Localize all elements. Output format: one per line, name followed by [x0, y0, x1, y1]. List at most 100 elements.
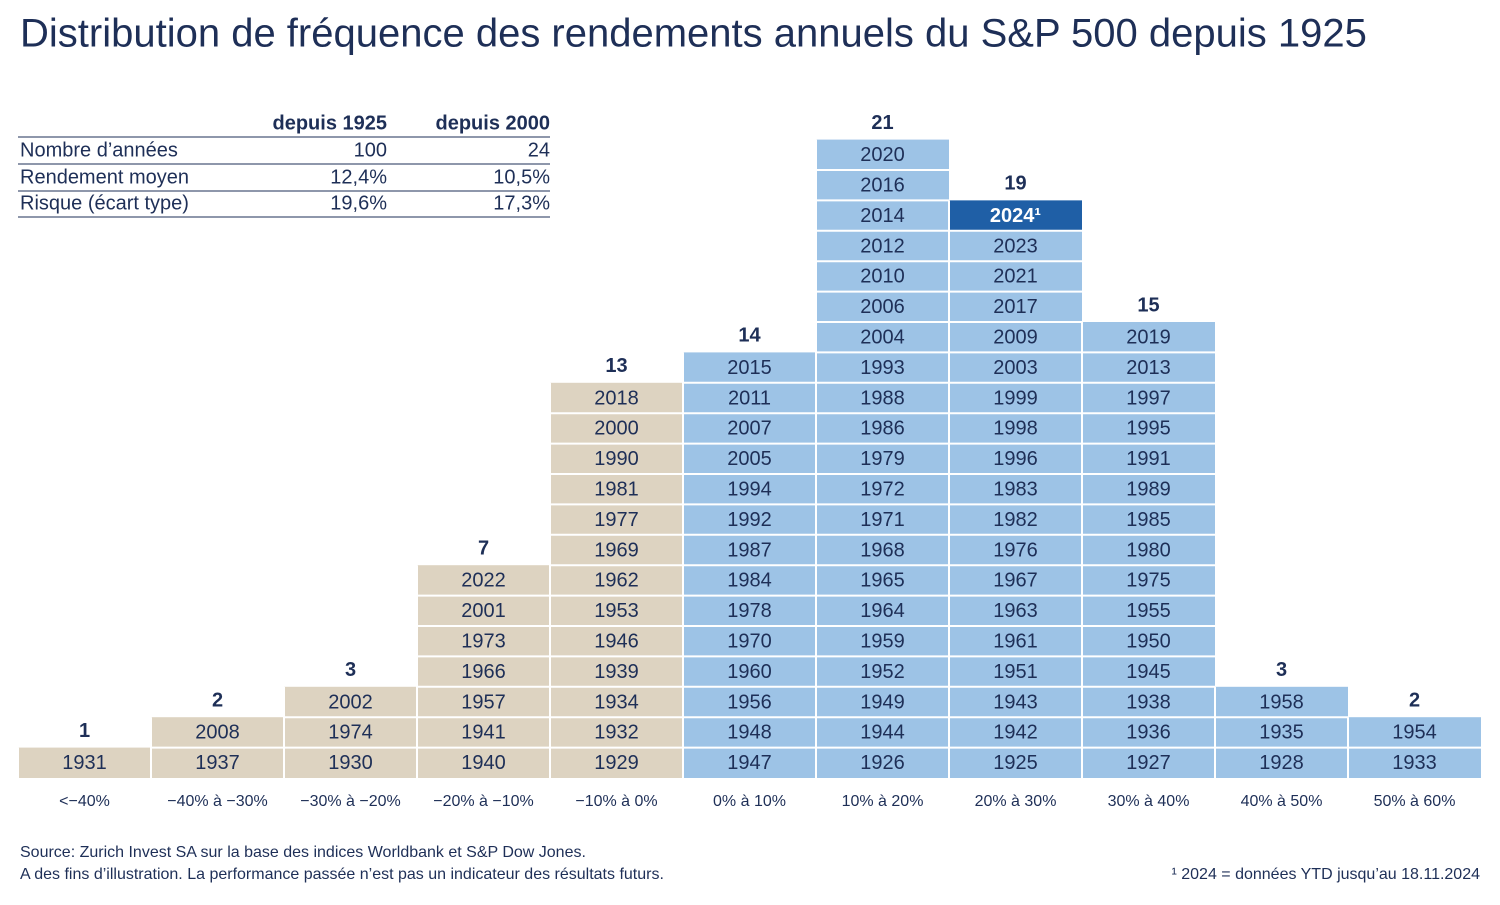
year-label: 2022 [461, 570, 506, 592]
year-label: 2019 [1126, 326, 1171, 348]
year-label: 1927 [1126, 752, 1171, 774]
table-header: depuis 1925 [272, 112, 387, 134]
year-label: 2011 [728, 387, 771, 409]
table-cell: 19,6% [330, 192, 387, 214]
count-label: 2 [1409, 689, 1420, 711]
column [1215, 686, 1348, 778]
year-label: 1947 [727, 752, 772, 774]
table-cell: 17,3% [493, 192, 550, 214]
year-label: 1992 [727, 509, 772, 531]
year-label: 2009 [993, 326, 1038, 348]
count-label: 19 [1004, 173, 1026, 195]
year-label: 1995 [1126, 418, 1171, 440]
year-label: 1989 [1126, 478, 1171, 500]
year-label: 2020 [860, 144, 905, 166]
count-label: 2 [212, 689, 223, 711]
year-label: 2007 [727, 418, 772, 440]
year-label: 1967 [993, 570, 1038, 592]
count-label: 3 [1276, 659, 1287, 681]
category-label: −30% à −20% [300, 793, 401, 810]
year-label: 1996 [993, 448, 1038, 470]
column [284, 686, 417, 778]
year-label: 1979 [860, 448, 905, 470]
year-label: 2003 [993, 357, 1038, 379]
column [949, 200, 1082, 778]
year-label: 1964 [860, 600, 905, 622]
year-label: 1981 [594, 478, 639, 500]
year-label: 1928 [1259, 752, 1304, 774]
year-label: 1958 [1259, 691, 1304, 713]
count-label: 21 [871, 112, 893, 134]
year-label: 2018 [594, 387, 639, 409]
table-row-label: Nombre d’années [20, 139, 178, 161]
year-label: 1990 [594, 448, 639, 470]
category-label: 30% à 40% [1108, 793, 1190, 810]
year-label: 1952 [860, 661, 905, 683]
year-label: 2013 [1126, 357, 1171, 379]
year-label: 1971 [860, 509, 905, 531]
year-label: 1959 [860, 630, 905, 652]
year-label: 1982 [993, 509, 1038, 531]
source-note: Source: Zurich Invest SA sur la base des… [20, 844, 586, 861]
year-label: 1935 [1259, 722, 1304, 744]
category-label: 0% à 10% [713, 793, 786, 810]
year-label: 1970 [727, 630, 772, 652]
table-cell: 100 [354, 139, 387, 161]
year-label: 1934 [594, 691, 639, 713]
category-label: 10% à 20% [842, 793, 924, 810]
year-label: 1975 [1126, 570, 1171, 592]
year-label: 1972 [860, 478, 905, 500]
year-label: 1987 [727, 539, 772, 561]
count-label: 1 [79, 720, 90, 742]
year-label: 1974 [328, 722, 373, 744]
year-label: 2006 [860, 296, 905, 318]
year-label: 2015 [727, 357, 772, 379]
year-label: 1925 [993, 752, 1038, 774]
table-cell: 12,4% [330, 166, 387, 188]
year-label: 1963 [993, 600, 1038, 622]
year-label: 1978 [727, 600, 772, 622]
category-label: 50% à 60% [1374, 793, 1456, 810]
year-label: 1931 [62, 752, 107, 774]
year-label: 1956 [727, 691, 772, 713]
year-label: 1994 [727, 478, 772, 500]
table-header: depuis 2000 [435, 112, 550, 134]
category-label: −40% à −30% [167, 793, 268, 810]
year-label: 1973 [461, 630, 506, 652]
year-label: 1980 [1126, 539, 1171, 561]
year-label: 1977 [594, 509, 639, 531]
year-label: 1960 [727, 661, 772, 683]
year-label: 1950 [1126, 630, 1171, 652]
year-label: 1945 [1126, 661, 1171, 683]
year-label: 1976 [993, 539, 1038, 561]
year-label: 1941 [461, 722, 506, 744]
year-label: 1986 [860, 418, 905, 440]
year-label: 2010 [860, 266, 905, 288]
year-label: 1954 [1392, 722, 1437, 744]
count-label: 13 [605, 355, 627, 377]
year-label: 1953 [594, 600, 639, 622]
category-label: −10% à 0% [575, 793, 657, 810]
year-label: 1926 [860, 752, 905, 774]
category-label: <−40% [59, 793, 110, 810]
year-label: 1961 [993, 630, 1038, 652]
year-label: 2008 [195, 722, 240, 744]
year-label: 1988 [860, 387, 905, 409]
year-label: 1929 [594, 752, 639, 774]
year-label: 1933 [1392, 752, 1437, 774]
year-label: 2005 [727, 448, 772, 470]
year-label: 2014 [860, 205, 905, 227]
year-label: 1942 [993, 722, 1038, 744]
year-label: 1966 [461, 661, 506, 683]
year-label: 2012 [860, 235, 905, 257]
year-label: 2001 [461, 600, 506, 622]
year-label: 1948 [727, 722, 772, 744]
highlight-cell [949, 200, 1082, 231]
count-label: 3 [345, 659, 356, 681]
year-label: 1946 [594, 630, 639, 652]
year-label: 1936 [1126, 722, 1171, 744]
year-label: 1939 [594, 661, 639, 683]
year-label: 2002 [328, 691, 373, 713]
year-label: 1930 [328, 752, 373, 774]
